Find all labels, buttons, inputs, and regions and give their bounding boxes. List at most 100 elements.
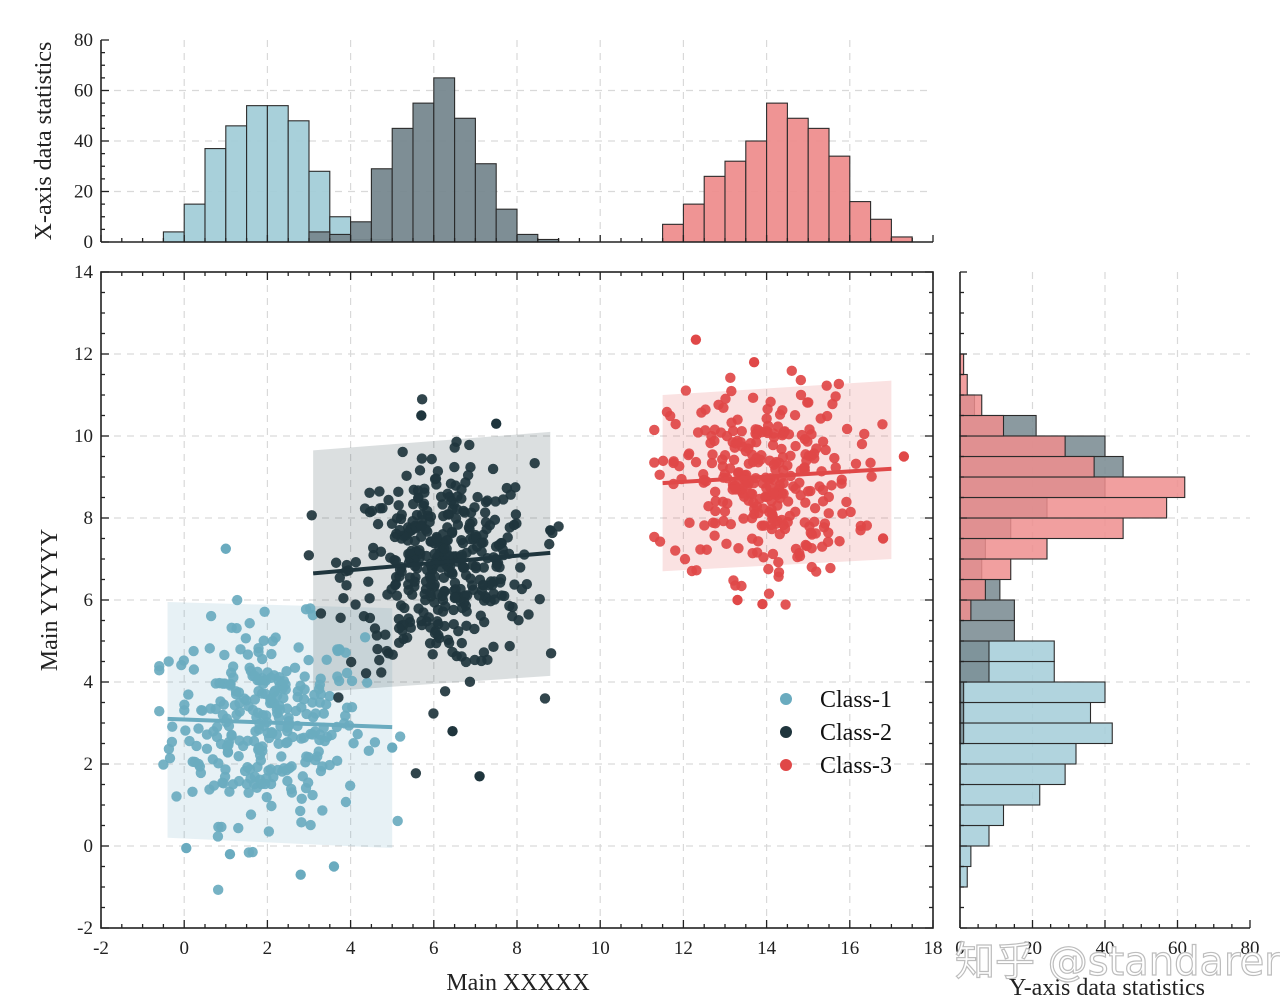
scatter-point [438,572,450,584]
scatter-point [464,518,476,529]
scatter-point [278,675,290,687]
scatter-point [823,508,834,519]
scatter-point [761,413,772,424]
scatter-point [341,559,353,571]
scatter-point [456,549,468,561]
scatter-point [341,667,353,679]
scatter-point [243,787,254,798]
scatter-point [690,456,702,468]
scatter-point [509,579,520,590]
scatter-point [700,404,711,415]
scatter-point [235,644,246,655]
top-hist-bar [724,160,747,243]
scatter-point [227,779,239,790]
scatter-point [837,508,848,519]
scatter-point [283,712,294,724]
scatter-point [249,694,261,705]
scatter-point [392,815,403,827]
right-hist-bar [959,681,1106,704]
scatter-point [817,436,829,447]
scatter-point [401,470,412,482]
scatter-point [383,494,394,506]
top-hist-bar [474,163,497,243]
scatter-point [191,740,202,752]
scatter-point [166,736,178,748]
scatter-point [718,515,729,527]
scatter-point [364,593,375,604]
scatter-point [767,513,778,524]
scatter-point [498,494,509,505]
watermark: 知乎 @standarer [955,939,1280,985]
top-hist-axis-title: X-axis data statistics [31,42,57,241]
scatter-point [413,603,424,614]
scatter-point [164,752,176,764]
scatter-point [792,551,803,563]
scatter-point [252,761,263,773]
scatter-point [346,675,358,687]
scatter-point [768,459,780,470]
scatter-point [544,538,555,550]
right-hist-x-tick-label: 60 [1168,938,1187,959]
scatter-point [447,646,458,658]
top-hist-bar [204,148,227,243]
scatter-point [418,500,429,512]
scatter-point [350,599,361,610]
scatter-point [305,819,316,831]
scatter-point [393,486,404,498]
y-tick-label: 4 [84,672,94,693]
scatter-point [416,453,428,464]
scatter-point [768,487,780,498]
scatter-point [233,822,244,834]
scatter-point [516,583,528,595]
scatter-point [898,451,910,462]
scatter-point [803,397,814,408]
scatter-point [229,700,241,711]
right-hist-axis-title: Y-axis data statistics [1009,975,1205,1001]
scatter-point [758,552,769,563]
scatter-point [278,692,289,704]
top-hist-bar [495,208,518,243]
top-hist-bar [183,203,206,243]
scatter-point [188,664,200,675]
scatter-point [257,745,268,757]
scatter-point [703,500,714,512]
top-hist-bar [287,120,310,243]
right-hist-bar [959,660,990,683]
scatter-point [223,739,234,751]
scatter-point [178,655,190,666]
scatter-point [464,439,475,451]
scatter-point [747,547,758,559]
scatter-point [441,535,452,546]
scatter-point [725,372,736,384]
scatter-point [216,821,227,833]
scatter-point [227,661,239,672]
right-hist-bar [959,619,1015,642]
scatter-point [180,725,191,736]
scatter-point [181,842,192,854]
scatter-point [761,482,772,494]
scatter-point [425,573,436,585]
scatter-point [478,537,489,548]
scatter-point [728,575,739,586]
right-hist-bar [959,455,1095,478]
scatter-point [171,791,182,802]
scatter-point [376,667,387,678]
scatter-point [282,737,293,748]
histogram-bars [162,77,1186,888]
scatter-point [424,638,436,649]
scatter-point [802,486,814,497]
top-hist-bar [433,77,456,243]
scatter-point [451,504,463,515]
x-tick-label: 6 [429,938,439,959]
scatter-point [395,513,407,525]
scatter-point [745,438,756,449]
scatter-point [345,656,357,668]
scatter-point [330,557,342,568]
scatter-point [429,473,441,485]
scatter-point [340,796,352,808]
scatter-point [456,493,467,504]
right-hist-bar [959,763,1066,786]
scatter-point [654,469,665,480]
scatter-point [431,533,442,544]
scatter-point [776,443,787,455]
